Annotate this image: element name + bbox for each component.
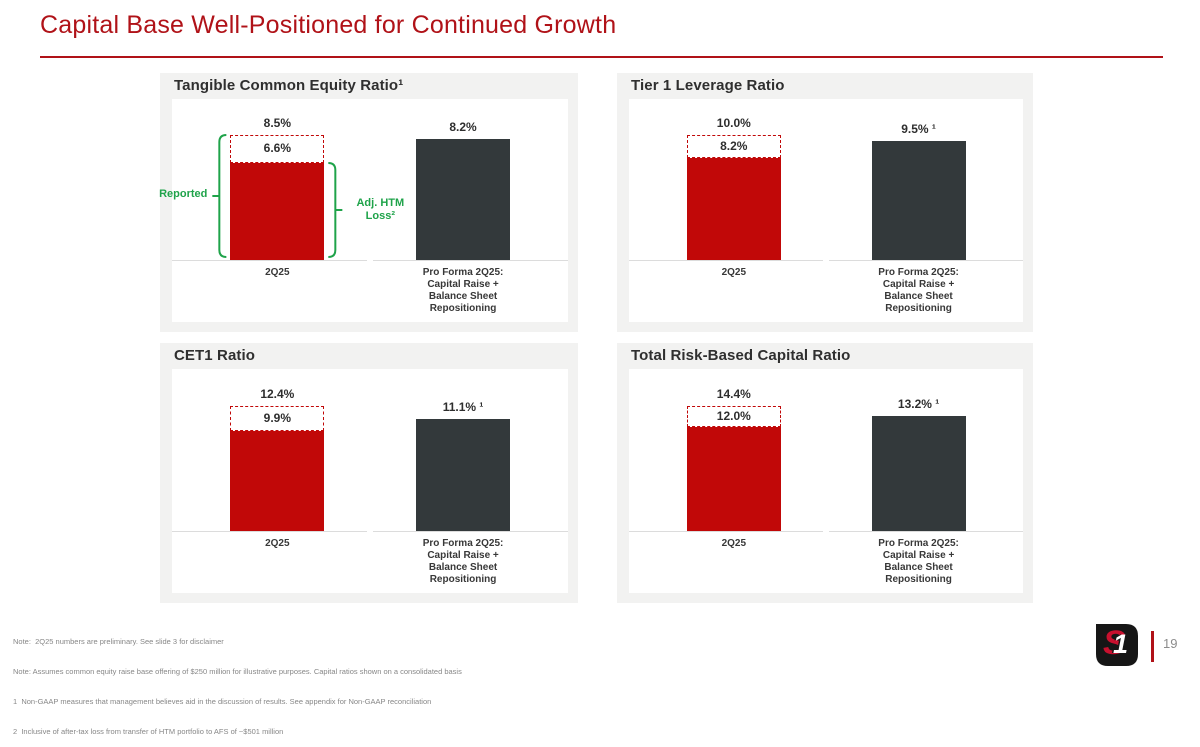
proforma-bar: [416, 139, 511, 260]
axis-baseline: [629, 260, 823, 261]
reported-value-label: 10.0%: [716, 116, 751, 130]
category-label: 2Q25: [721, 267, 747, 278]
proforma-bar: [871, 416, 966, 531]
adj-htm-loss-bracket-label: Adj. HTM Loss²: [356, 196, 405, 222]
adjusted-solid-bar: [230, 431, 325, 531]
chart-plot-area: 12.4% 9.9% 11.1% ¹ 2Q25 Pro Forma 2Q25: Capit…: [172, 369, 568, 593]
category-label: Pro Forma 2Q25: Capital Raise + Balance Sh…: [422, 538, 504, 585]
reported-value-label: 12.4%: [260, 387, 295, 401]
logo-letter-s: S: [1103, 624, 1126, 662]
proforma-value-label: 13.2% ¹: [897, 397, 940, 412]
adjusted-value-label: 6.6%: [263, 141, 291, 156]
chart-title: CET1 Ratio: [174, 347, 256, 364]
footnote-line: Note: Assumes common equity raise base o…: [13, 667, 462, 676]
bracket-annotations: [212, 134, 343, 258]
adjusted-solid-bar: [230, 162, 325, 260]
chart-plot-area: 8.5% 6.6% 8.2% 2Q25 Pro Forma 2Q25: Capital R…: [159, 99, 568, 322]
adjusted-solid-bar: [686, 426, 781, 531]
category-label: Pro Forma 2Q25: Capital Raise + Balance Sh…: [422, 267, 504, 314]
page-number-divider: [1151, 631, 1154, 662]
chart-panel-total-risk-based-capital: Total Risk-Based Capital Ratio 14.4% 12.0…: [617, 343, 1033, 603]
reported-value-label: 8.5%: [263, 116, 291, 130]
reported-dashed-bar: [230, 135, 325, 163]
logo-digit-one: 1: [1113, 629, 1129, 659]
axis-baseline: [172, 531, 367, 532]
adjusted-value-label: 9.9%: [263, 411, 291, 426]
axis-baseline: [829, 260, 1023, 261]
axis-baseline: [373, 531, 568, 532]
chart-panel-cet1: CET1 Ratio 12.4% 9.9% 11.1% ¹ 2Q25 Pro Forma…: [160, 343, 578, 603]
reported-dashed-bar: [686, 406, 781, 427]
footnotes: Note: 2Q25 numbers are preliminary. See …: [13, 617, 462, 747]
proforma-bar: [416, 419, 511, 531]
adjusted-value-label: 12.0%: [716, 408, 751, 423]
reported-dashed-bar: [686, 135, 781, 158]
axis-baseline: [373, 260, 568, 261]
logo-shape: [1096, 624, 1138, 666]
chart-plot-area: 14.4% 12.0% 13.2% ¹ 2Q25 Pro Forma 2Q25: Capi…: [629, 369, 1023, 593]
axis-baseline: [629, 531, 823, 532]
category-label: Pro Forma 2Q25: Capital Raise + Balance Sh…: [878, 538, 959, 585]
chart-panel-tier1-leverage: Tier 1 Leverage Ratio 10.0% 8.2% 9.5% ¹ 2Q2…: [617, 73, 1033, 332]
category-label: Pro Forma 2Q25: Capital Raise + Balance Sh…: [878, 267, 959, 314]
category-label: 2Q25: [265, 267, 290, 278]
chart-title: Tangible Common Equity Ratio¹: [174, 77, 404, 94]
adjusted-value-label: 8.2%: [720, 138, 748, 153]
chart-panel-tangible-common-equity: Tangible Common Equity Ratio¹ 8.5% 6.6% 8.…: [159, 73, 578, 332]
chart-plot-area: 10.0% 8.2% 9.5% ¹ 2Q25 Pro Forma 2Q25: Capita…: [629, 99, 1023, 322]
footnote-line: 2 Inclusive of after-tax loss from trans…: [13, 727, 284, 736]
proforma-value-label: 9.5% ¹: [901, 122, 936, 137]
axis-baseline: [829, 531, 1023, 532]
proforma-value-label: 8.2%: [449, 120, 477, 135]
reported-value-label: 14.4%: [716, 387, 751, 401]
adjusted-solid-bar: [686, 157, 781, 260]
company-logo: S 1: [1095, 623, 1139, 667]
proforma-value-label: 11.1% ¹: [442, 400, 484, 415]
page-number: 19: [1163, 636, 1178, 651]
chart-title: Total Risk-Based Capital Ratio: [631, 347, 851, 364]
proforma-bar: [871, 141, 966, 260]
reported-bracket-label: Reported: [159, 188, 208, 200]
footnote-line: 1 Non-GAAP measures that management beli…: [13, 697, 432, 706]
footnote-line: Note: 2Q25 numbers are preliminary. See …: [13, 637, 224, 646]
reported-dashed-bar: [230, 406, 325, 432]
category-label: 2Q25: [265, 538, 290, 549]
chart-title: Tier 1 Leverage Ratio: [631, 77, 785, 94]
title-underline: [40, 56, 1163, 58]
category-label: 2Q25: [721, 538, 747, 549]
axis-baseline: [172, 260, 367, 261]
slide-title: Capital Base Well-Positioned for Continu…: [40, 11, 617, 39]
